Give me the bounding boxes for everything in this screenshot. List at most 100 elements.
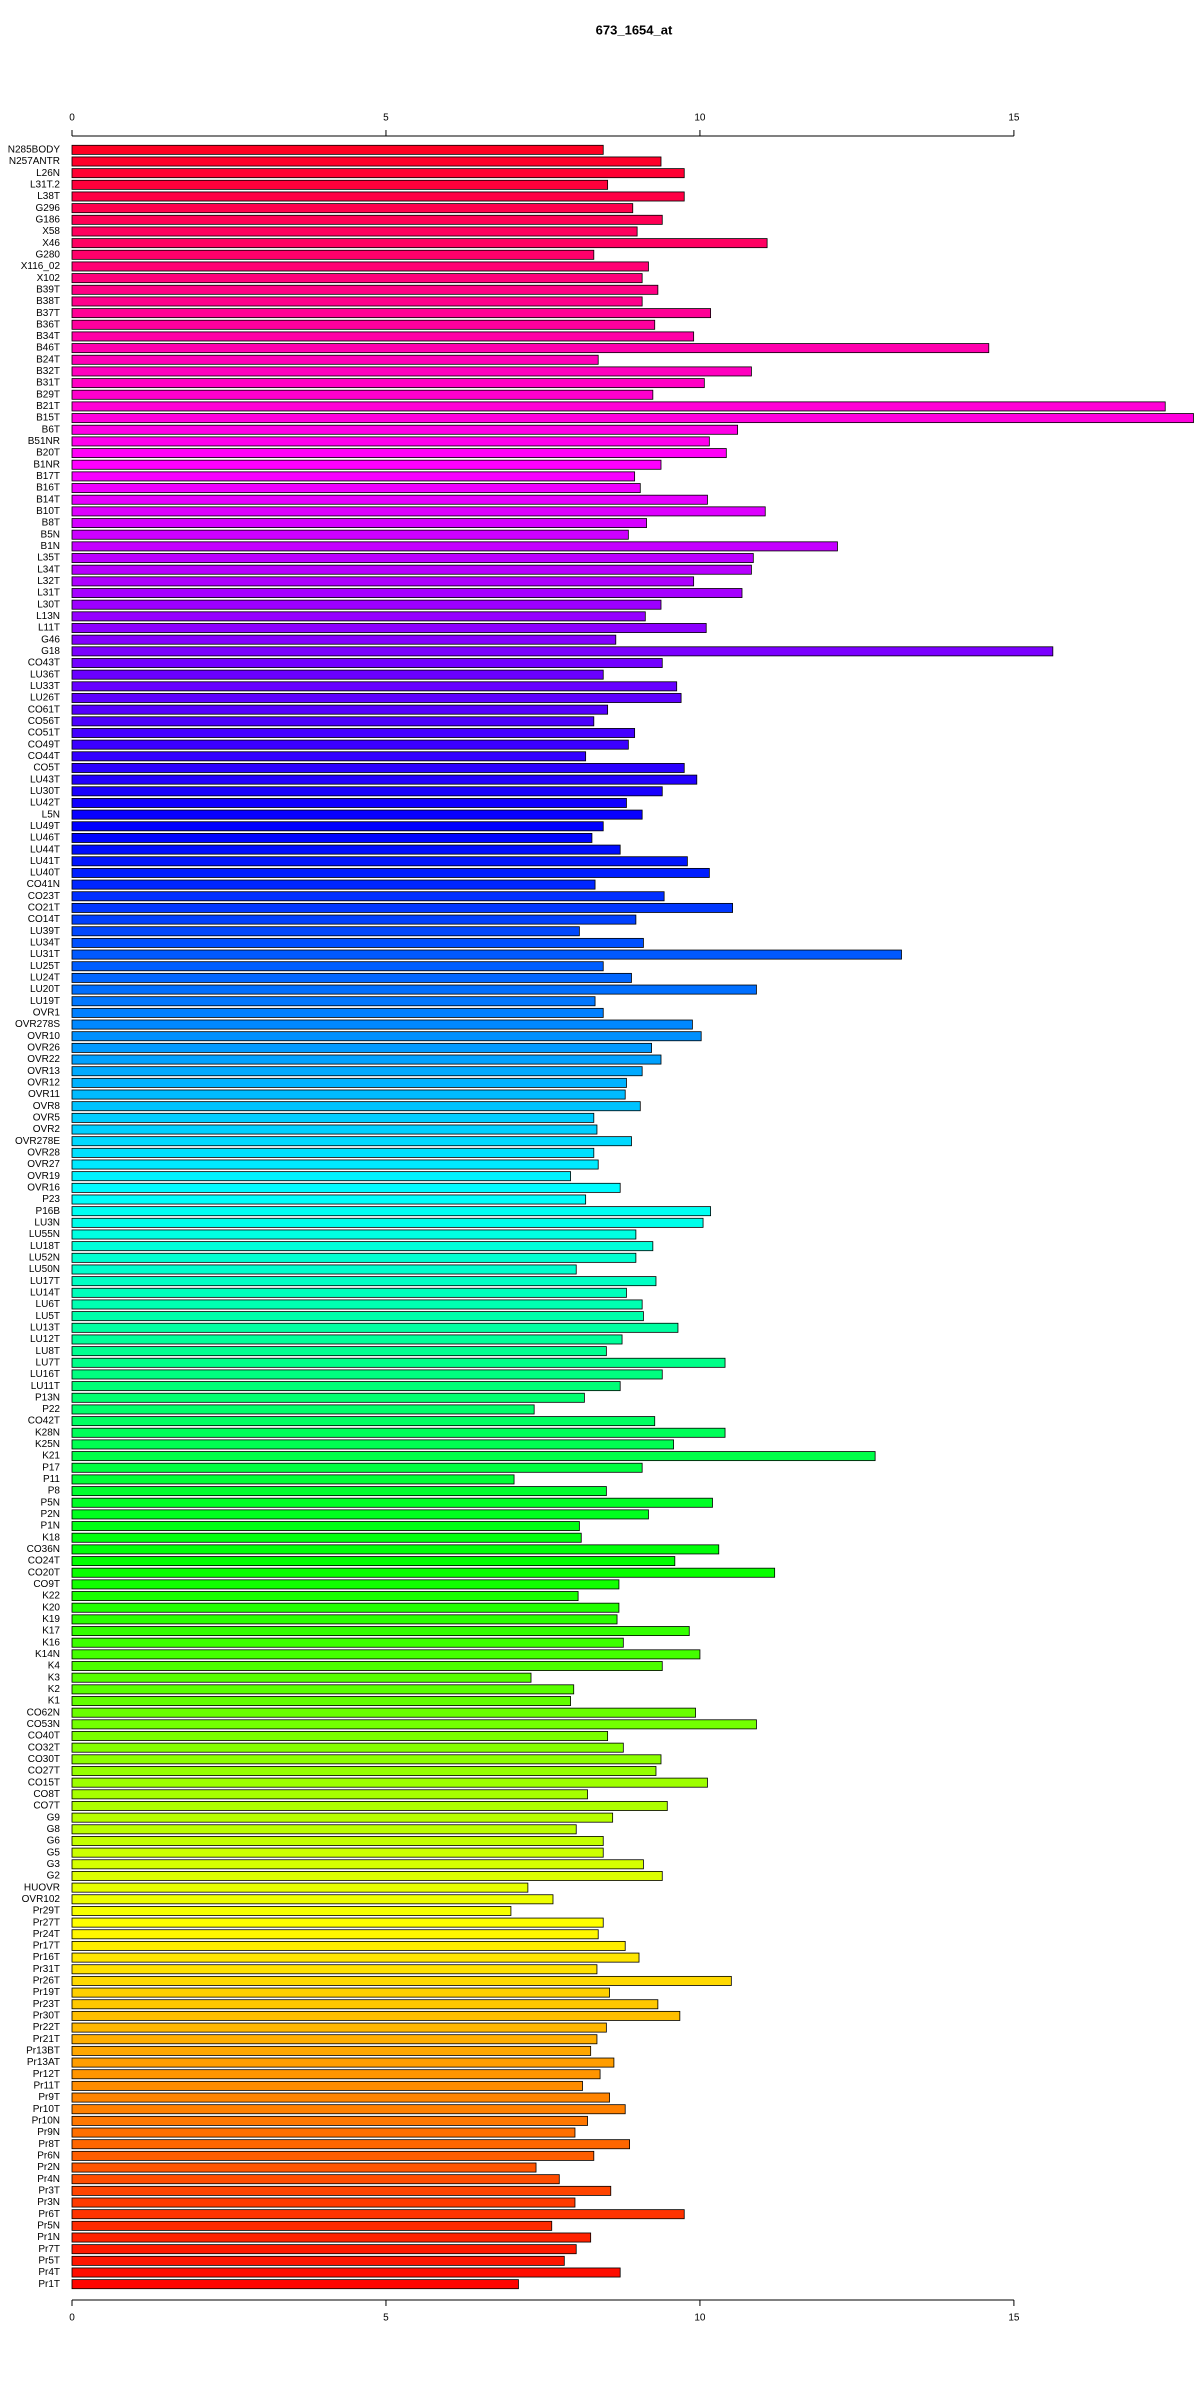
y-tick-label: LU49T	[30, 821, 60, 832]
bar	[71, 1357, 726, 1368]
y-tick-label: Pr6N	[37, 2151, 60, 2162]
y-tick-label: G46	[41, 634, 60, 645]
bar	[71, 961, 604, 972]
bar	[71, 1299, 643, 1310]
bar	[71, 1042, 652, 1053]
bar	[71, 1556, 676, 1567]
y-tick-label: OVR1	[33, 1008, 61, 1019]
y-tick-label: K3	[48, 1672, 61, 1683]
y-tick-label: Pr19T	[33, 1987, 60, 1998]
bar	[71, 1521, 580, 1532]
y-tick-label: LU7T	[36, 1357, 60, 1368]
bar	[71, 331, 695, 342]
bar	[71, 1497, 713, 1508]
bar	[71, 564, 752, 575]
bar	[71, 1369, 663, 1380]
bar	[71, 1031, 702, 1042]
y-tick-label: B29T	[36, 389, 60, 400]
y-tick-label: Pr16T	[33, 1952, 60, 1963]
y-tick-label: LU41T	[30, 856, 60, 867]
bar	[71, 2209, 685, 2220]
bar	[71, 1171, 571, 1182]
bar	[71, 1882, 529, 1893]
bar	[71, 2139, 631, 2150]
bar	[71, 1871, 663, 1881]
chart-title: 673_1654_at	[596, 22, 673, 37]
bar	[71, 541, 838, 552]
x-tick-label: 10	[694, 2313, 706, 2324]
bar	[71, 1684, 575, 1695]
bar	[71, 996, 596, 1007]
x-tick-label: 5	[383, 2313, 389, 2324]
y-tick-label: L38T	[37, 191, 60, 202]
y-tick-label: K22	[42, 1591, 60, 1602]
y-tick-label: L26N	[36, 168, 60, 179]
y-tick-label: K14N	[35, 1649, 60, 1660]
y-tick-label: LU55N	[29, 1229, 60, 1240]
bar	[71, 1742, 624, 1753]
bar	[71, 518, 647, 528]
y-tick-label: P8	[48, 1486, 61, 1497]
x-tick-label: 5	[383, 113, 389, 124]
y-tick-label: K4	[48, 1661, 61, 1672]
bar	[71, 2069, 601, 2080]
bar	[71, 1987, 610, 1998]
bar	[71, 739, 629, 750]
y-tick-label: K19	[42, 1614, 60, 1625]
bar	[71, 1567, 776, 1578]
x-tick-label: 15	[1008, 2313, 1020, 2324]
bar	[71, 658, 663, 668]
bar	[71, 1894, 554, 1905]
bar	[71, 2279, 519, 2290]
bar	[71, 1206, 712, 1217]
bar	[71, 401, 1166, 412]
y-tick-label: CO15T	[28, 1777, 60, 1788]
bar	[71, 1322, 679, 1333]
y-tick-label: CO56T	[28, 716, 60, 727]
bar	[71, 1859, 644, 1870]
bar	[71, 214, 663, 225]
bar	[71, 1754, 662, 1765]
bar	[71, 984, 757, 995]
y-tick-label: CO36N	[27, 1544, 60, 1555]
y-tick-label: CO5T	[33, 763, 60, 774]
y-tick-label: K17	[42, 1626, 60, 1637]
bar	[71, 1719, 757, 1730]
bar	[71, 798, 627, 808]
bar	[71, 786, 663, 797]
y-tick-label: Pr13BT	[26, 2046, 60, 2057]
bar	[71, 1696, 571, 1706]
bar	[71, 378, 705, 389]
bar	[71, 2255, 565, 2266]
bar	[71, 716, 595, 727]
bar	[71, 424, 739, 435]
y-tick-label: HUOVR	[24, 1882, 60, 1893]
bar	[71, 284, 659, 295]
bar	[71, 2150, 595, 2161]
y-tick-label: P2N	[41, 1509, 60, 1520]
y-tick-label: L5N	[42, 809, 60, 820]
y-tick-label: Pr3N	[37, 2197, 60, 2208]
bar	[71, 1812, 614, 1823]
bar	[71, 1824, 577, 1835]
bar	[71, 2174, 560, 2185]
bar	[71, 681, 678, 692]
bar	[71, 669, 604, 680]
y-tick-label: LU30T	[30, 786, 60, 797]
y-tick-label: OVR2	[33, 1124, 61, 1135]
y-tick-label: G296	[36, 203, 61, 214]
bar	[71, 623, 707, 633]
y-tick-label: Pr21T	[33, 2034, 60, 2045]
y-tick-label: L34T	[37, 564, 60, 575]
y-tick-label: CO49T	[28, 739, 60, 750]
y-tick-label: OVR22	[27, 1054, 60, 1065]
y-tick-label: CO43T	[28, 658, 60, 669]
y-tick-label: LU5T	[36, 1311, 60, 1322]
bar	[71, 693, 682, 703]
y-tick-label: L11T	[38, 623, 60, 634]
y-tick-label: P11	[43, 1474, 60, 1485]
y-tick-label: G18	[41, 646, 60, 657]
bar	[71, 1427, 726, 1438]
bar	[71, 1124, 598, 1135]
